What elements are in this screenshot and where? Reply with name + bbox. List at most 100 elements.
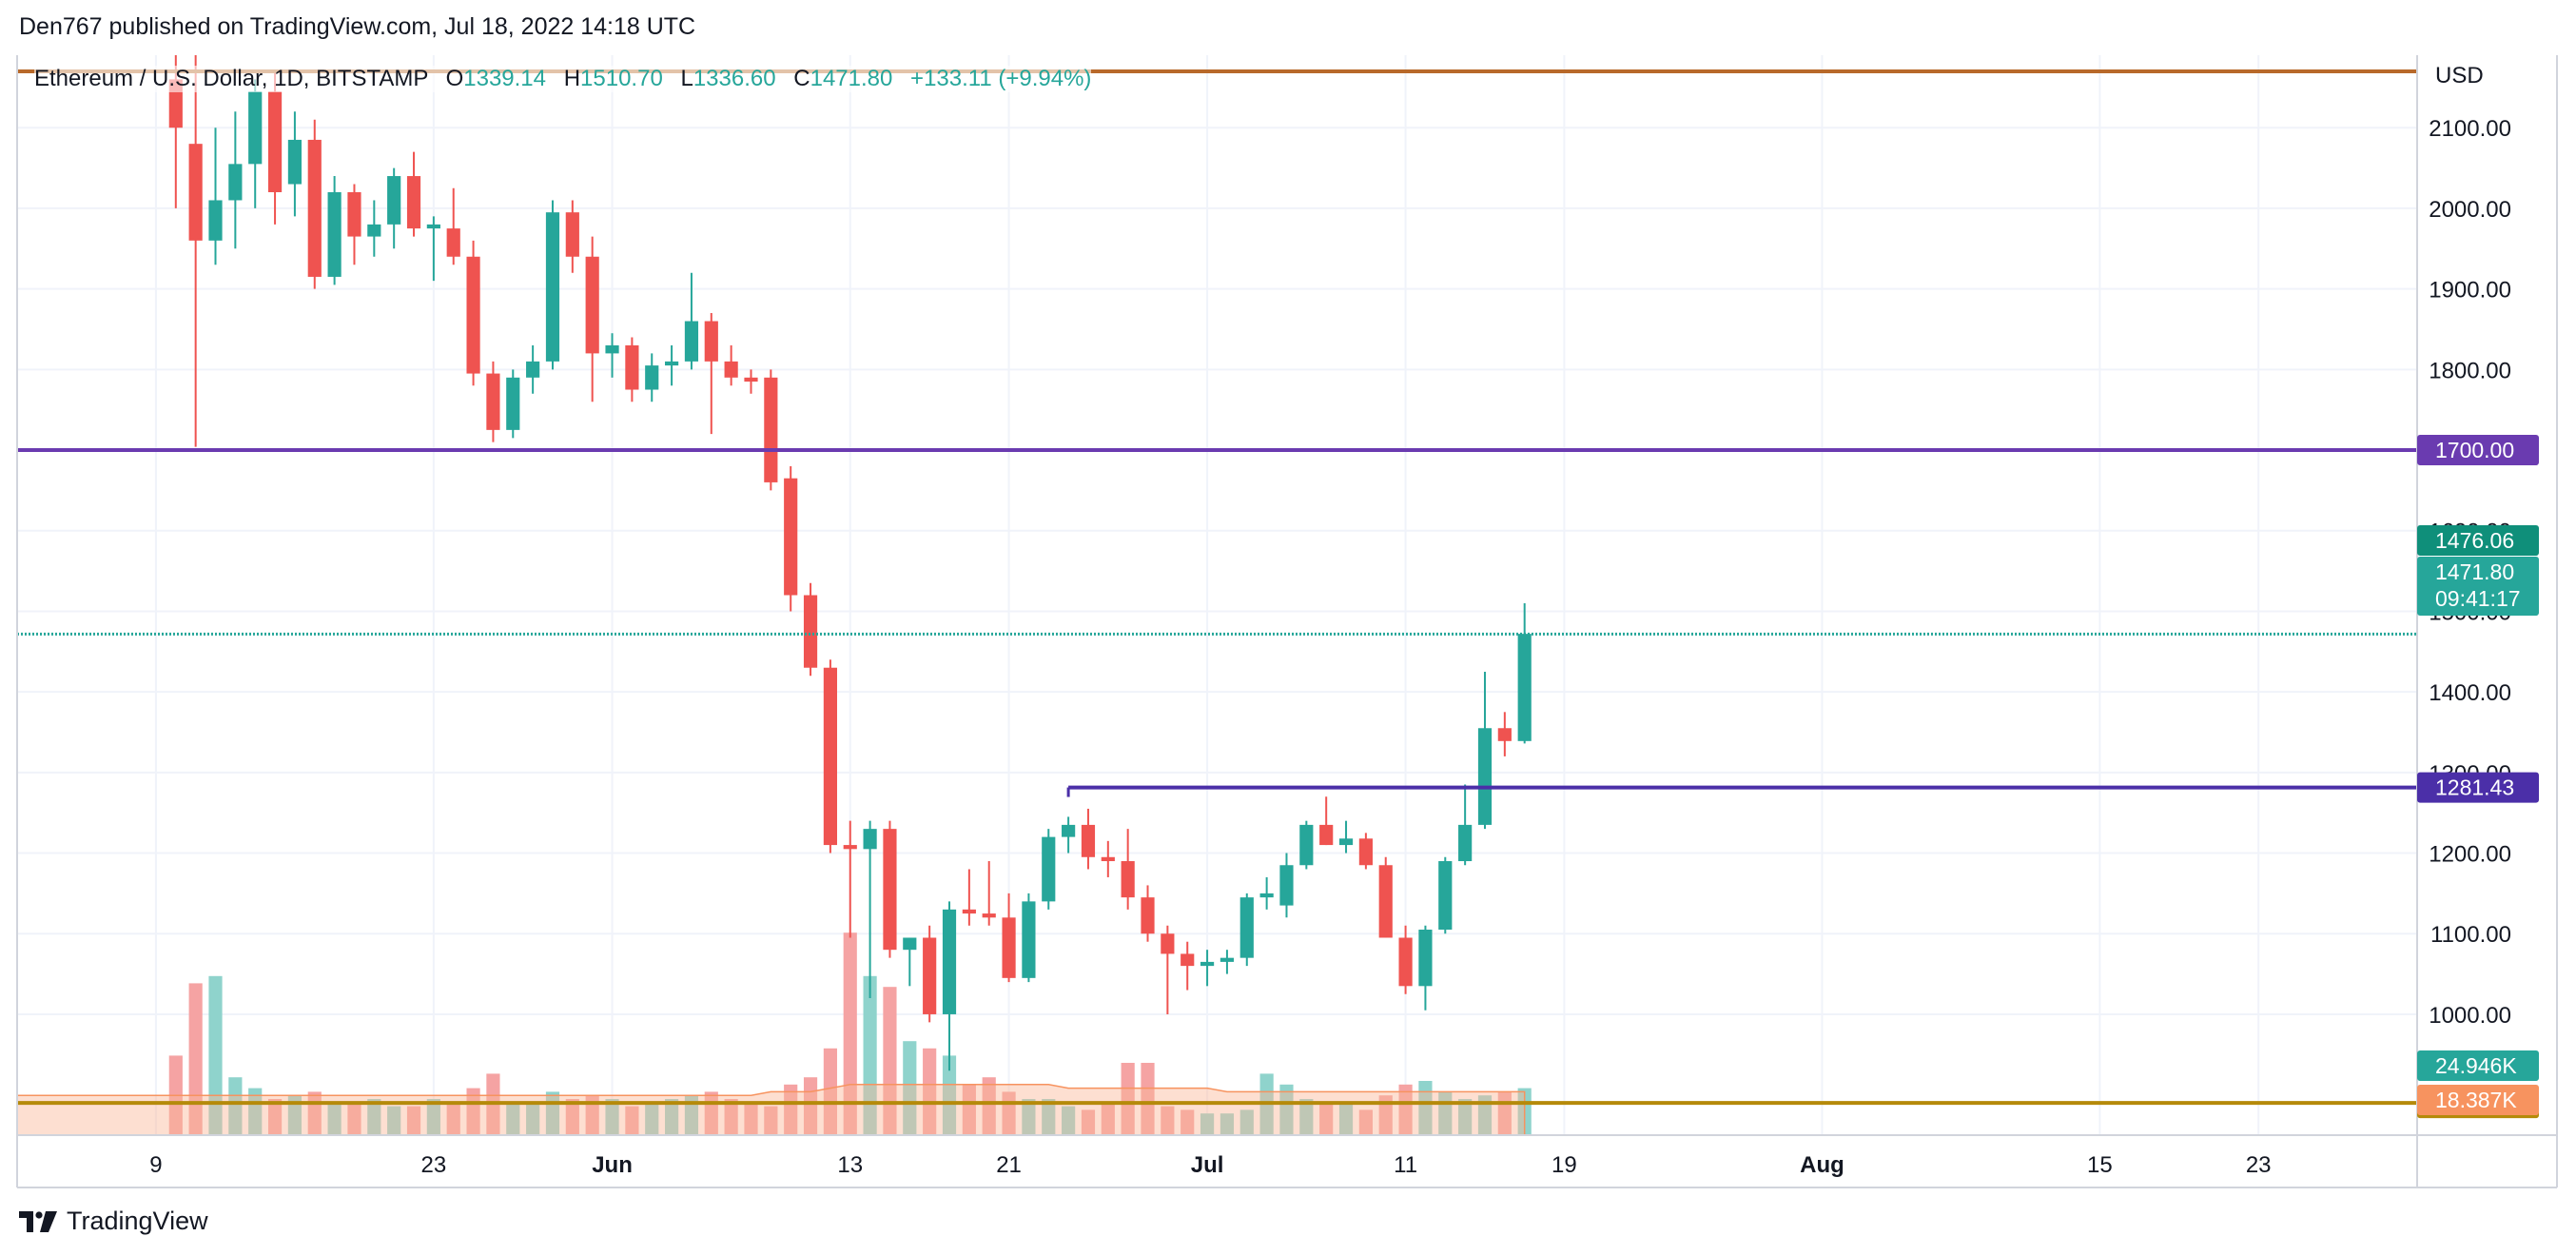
candle [228,111,243,249]
candle [764,369,778,491]
time-tick-label: 21 [996,1152,1022,1178]
candle [406,151,421,237]
candle [426,216,440,282]
candle [327,176,342,285]
time-tick-label: 11 [1394,1152,1417,1178]
candle-body [1279,865,1294,906]
candle-body [962,909,976,914]
volume-bar [406,1106,421,1135]
candle [1181,941,1195,991]
candle-body [1458,824,1473,862]
volume-bar [387,1106,401,1135]
line-price-tag-bg [2417,772,2539,803]
volume-bar [903,1041,917,1135]
volume-bar [1220,1113,1235,1135]
high-label: H [563,66,581,91]
volume-bar [327,1102,342,1135]
candle-body [1121,861,1135,898]
volume-ma-tag-bg [2417,1085,2539,1115]
candle [208,128,223,265]
candle-body [1358,838,1373,866]
volume-bar [1398,1084,1413,1135]
candle-body [1398,937,1413,987]
candle-body [1259,893,1274,898]
candle [1101,840,1115,877]
candle [942,901,957,1071]
volume-bar [605,1099,619,1135]
tradingview-brand[interactable]: TradingView [19,1207,208,1236]
candle-body [744,377,758,383]
candle [347,184,361,265]
volume-bar [228,1077,243,1135]
volume-bar [248,1088,263,1135]
volume-bar [823,1048,837,1135]
candle-body [526,361,540,378]
candle [803,582,818,677]
candle [1299,820,1314,870]
volume-bar [1121,1063,1135,1135]
candle-body [1299,824,1314,866]
last-price-tag-text: 09:41:17 [2435,586,2521,611]
candle-body [1200,961,1215,967]
candle-body [823,667,837,846]
candle [1438,856,1453,934]
volume-bar [367,1099,381,1135]
candle [1279,853,1294,918]
candle [962,869,976,926]
volume-bar [863,975,877,1135]
candle [684,272,699,370]
candle [1338,820,1354,854]
candle [267,70,283,225]
time-tick-label: 9 [149,1152,162,1178]
price-labels: 1700.001281.43890.001476.061471.8009:41:… [2417,435,2539,1119]
volume-bar [724,1099,738,1135]
candle [665,344,679,386]
candle [287,111,302,217]
candle [1477,671,1493,830]
price-tick-label: 1200.00 [2429,842,2511,868]
candle [784,465,798,612]
candle-body [1062,824,1076,837]
volume-bar [923,1048,937,1135]
low-value: 1336.60 [693,66,776,91]
candle [1358,833,1373,870]
volume-bar [1477,1095,1493,1135]
volume-bar [684,1095,699,1135]
candle [1517,602,1532,744]
currency-label: USD [2435,63,2484,88]
candle [188,55,203,447]
candle [744,369,758,394]
candle [248,79,263,208]
candle [1121,829,1135,910]
volume-bar [1299,1099,1314,1135]
candle-body [625,344,639,390]
volume-ma-area [16,1084,1526,1136]
candle-layer [168,55,1532,1071]
volume-bar [962,1084,976,1135]
close-label: C [793,66,810,91]
candle [1161,925,1175,1014]
volume-bar [784,1084,798,1135]
candle [1259,876,1274,910]
candle-body [327,191,342,277]
candle [1497,712,1512,756]
candle-body [665,361,679,366]
line-price-tag: 1281.43 [2417,772,2539,803]
candle [1418,925,1433,1011]
candle-body [863,829,877,850]
high-value: 1510.70 [580,66,663,91]
volume-bar [1161,1106,1175,1135]
candle-body [605,344,619,354]
price-tick-label: 1100.00 [2430,922,2511,948]
change-value: +133.11 (+9.94%) [910,66,1092,91]
volume-bar [1141,1063,1155,1135]
candle-body [982,913,996,918]
candle-body [307,139,322,277]
candle-body [883,829,897,951]
candle-body [1378,865,1393,938]
candle [883,820,897,958]
volume-tag-bg [2417,1050,2539,1081]
candle [704,313,718,435]
volume-bar [446,1102,460,1135]
